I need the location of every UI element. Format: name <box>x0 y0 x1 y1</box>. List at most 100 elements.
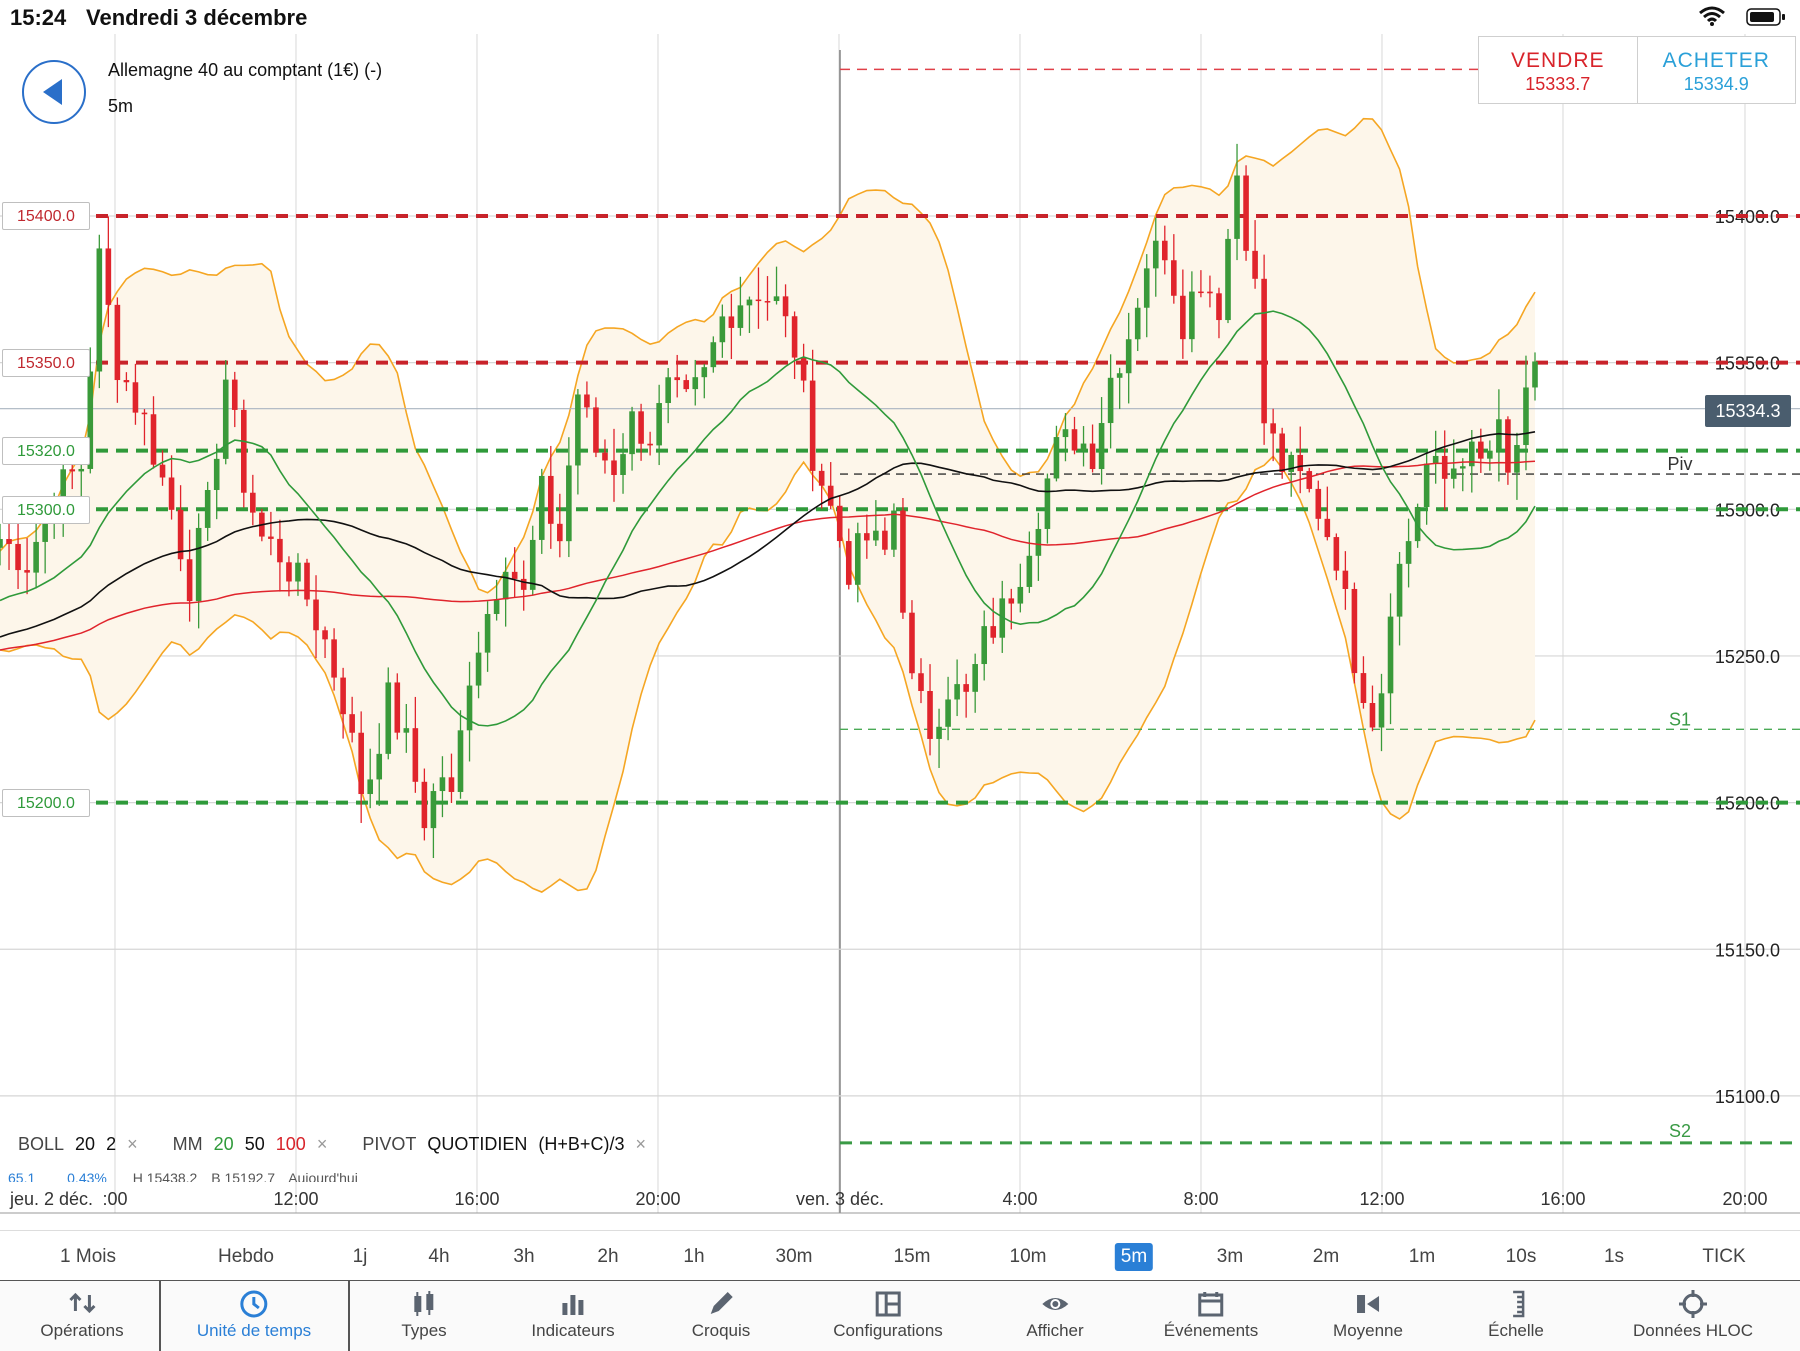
toolbar-operations[interactable]: Opérations <box>40 1281 124 1351</box>
buy-label: ACHETER <box>1662 49 1770 72</box>
level-label-15350[interactable]: 15350.0 <box>2 349 90 377</box>
timeframe-3h[interactable]: 3h <box>513 1246 535 1267</box>
toolbar-average[interactable]: Moyenne <box>1333 1281 1403 1351</box>
x-tick-label: 20:00 <box>1722 1189 1767 1209</box>
boll-deviation: 2 <box>106 1134 117 1154</box>
buy-button[interactable]: ACHETER 15334.9 <box>1636 37 1796 103</box>
timeframe-30m[interactable]: 30m <box>775 1246 813 1267</box>
candle-body <box>1161 240 1168 261</box>
timeframe-hebdo[interactable]: Hebdo <box>218 1246 274 1267</box>
timeframe-2h[interactable]: 2h <box>597 1246 619 1267</box>
candle-body <box>42 516 48 542</box>
y-tick-label: 15150.0 <box>1715 940 1780 960</box>
candle-body <box>1279 433 1285 472</box>
candle-body <box>936 726 942 739</box>
toolbar-eye[interactable]: Afficher <box>1026 1281 1084 1351</box>
candle-body <box>1297 454 1304 472</box>
toolbar-label: Moyenne <box>1333 1321 1403 1340</box>
x-tick-label: 4:00 <box>1002 1189 1037 1209</box>
candle-body <box>1017 586 1024 604</box>
toolbar-calendar[interactable]: Événements <box>1163 1281 1259 1351</box>
stat-b: 0.43% <box>67 1170 107 1182</box>
toolbar-label: Événements <box>1163 1321 1259 1340</box>
candle-body <box>123 380 130 383</box>
candle-body <box>1252 250 1258 279</box>
sell-button[interactable]: VENDRE 15333.7 <box>1479 37 1637 103</box>
candle-body <box>15 543 21 571</box>
x-tick-label: 12:00 <box>1359 1189 1404 1209</box>
timeframe-1-mois[interactable]: 1 Mois <box>60 1246 116 1267</box>
stat-today: Aujourd'hui <box>288 1170 358 1182</box>
candle-body <box>566 465 572 542</box>
status-date: Vendredi 3 décembre <box>86 5 308 30</box>
candle-body <box>457 730 464 792</box>
candle-body <box>1243 175 1249 251</box>
candle-body <box>394 682 401 733</box>
toolbar-candles[interactable]: Types <box>401 1281 447 1351</box>
candle-body <box>611 460 617 475</box>
candle-body <box>864 533 870 541</box>
timeframe-1j[interactable]: 1j <box>352 1246 368 1267</box>
remove-mm-icon[interactable]: × <box>316 1134 328 1154</box>
candle-body <box>1351 588 1358 674</box>
timeframe-5m[interactable]: 5m <box>1114 1243 1154 1271</box>
level-label-15200[interactable]: 15200.0 <box>2 789 90 817</box>
toolbar-clock[interactable]: Unité de temps <box>197 1281 311 1351</box>
toolbar-pencil[interactable]: Croquis <box>692 1281 750 1351</box>
timeframe-15m[interactable]: 15m <box>893 1246 931 1267</box>
candle-body <box>0 539 3 548</box>
candle-body <box>1342 570 1349 589</box>
candle-body <box>1098 423 1105 470</box>
candle-body <box>945 699 951 727</box>
toolbar-scale[interactable]: Échelle <box>1488 1281 1544 1351</box>
sell-price: 15333.7 <box>1525 74 1591 94</box>
candle-body <box>1478 441 1484 459</box>
timeframe-2m[interactable]: 2m <box>1312 1246 1340 1267</box>
timeframe-3m[interactable]: 3m <box>1216 1246 1244 1267</box>
candle-body <box>1180 295 1186 340</box>
candle-body <box>873 530 879 541</box>
mm-50: 50 <box>244 1134 265 1154</box>
bollinger-band-fill <box>0 118 1535 893</box>
timeframe-1m[interactable]: 1m <box>1408 1246 1436 1267</box>
timeframe-4h[interactable]: 4h <box>428 1246 450 1267</box>
candle-body <box>421 781 428 829</box>
candle-body <box>358 732 364 795</box>
stat-high: H 15438.2 <box>132 1170 198 1182</box>
candle-body <box>963 684 969 692</box>
level-label-15400[interactable]: 15400.0 <box>2 202 90 230</box>
candle-body <box>647 443 653 446</box>
battery-icon <box>1746 8 1785 26</box>
back-button[interactable] <box>22 60 86 124</box>
remove-pivot-icon[interactable]: × <box>635 1134 646 1154</box>
toolbar-crosshair[interactable]: Données HLOC <box>1633 1281 1753 1351</box>
timeframe-10m[interactable]: 10m <box>1009 1246 1047 1267</box>
bar-chart-icon <box>561 1295 583 1315</box>
level-label-15300[interactable]: 15300.0 <box>2 496 90 524</box>
candle-body <box>701 367 708 378</box>
candle-body <box>1523 387 1529 446</box>
scale-icon <box>1512 1290 1525 1318</box>
candle-body <box>1143 268 1150 308</box>
candle-body <box>511 571 518 579</box>
candle-body <box>746 299 753 306</box>
toolbar-layout[interactable]: Configurations <box>833 1281 943 1351</box>
remove-boll-icon[interactable]: × <box>127 1134 138 1154</box>
candle-body <box>60 469 67 512</box>
candle-body <box>791 316 798 358</box>
candle-body <box>493 599 500 614</box>
price-chart[interactable]: 15400.0 15350.0 15300.0 15250.0 15200.0 15150… <box>0 34 1800 1214</box>
candle-body <box>1378 693 1385 728</box>
candle-body <box>547 475 554 524</box>
timeframe-10s[interactable]: 10s <box>1505 1246 1537 1267</box>
timeframe-1h[interactable]: 1h <box>683 1246 705 1267</box>
timeframe-tick[interactable]: TICK <box>1702 1246 1746 1267</box>
toolbar-bar-chart[interactable]: Indicateurs <box>531 1281 615 1351</box>
level-label-15320[interactable]: 15320.0 <box>2 437 90 465</box>
x-tick-label: ven. 3 déc. <box>796 1189 884 1209</box>
candle-body <box>1324 518 1331 538</box>
candle-body <box>999 598 1006 638</box>
layout-icon <box>875 1291 901 1317</box>
candle-body <box>1396 563 1403 617</box>
timeframe-1s[interactable]: 1s <box>1603 1246 1625 1267</box>
